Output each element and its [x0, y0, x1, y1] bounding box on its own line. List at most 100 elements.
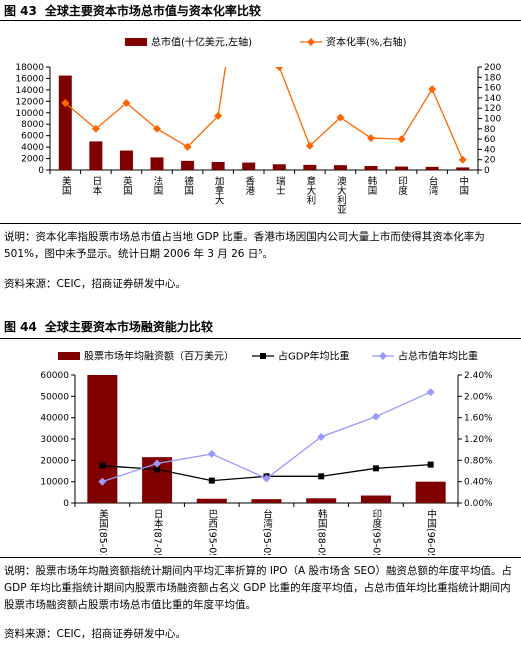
x-tick-label: 美国(85-01) [97, 508, 109, 555]
line [64, 67, 464, 160]
marker [371, 412, 380, 421]
y2-tick-label: 0.40% [464, 478, 493, 488]
bar [415, 481, 446, 503]
bar [395, 166, 409, 170]
legend-label: 总市值(十亿美元,左轴) [151, 36, 252, 49]
y-tick-label: 10000 [15, 109, 44, 119]
y2-tick-label: 20 [484, 156, 496, 166]
y2-tick-label: 180 [484, 73, 501, 83]
y-tick-label: 6000 [21, 132, 44, 142]
y2-tick-label: 200 [484, 63, 501, 73]
x-tick-label: 加拿大 [213, 176, 225, 205]
bar [272, 164, 286, 170]
marker [91, 124, 100, 133]
marker [317, 432, 326, 441]
line-series [98, 388, 435, 486]
x-tick-label: 日本(87-05) [152, 509, 164, 555]
x-tick-label: 日本 [90, 176, 102, 196]
x-tick-label: 中国 [457, 175, 469, 196]
bar [181, 160, 195, 170]
marker [154, 466, 161, 473]
chart: 0200040006000800010000120001400016000180… [15, 36, 501, 215]
x-tick-label: 意大利 [304, 175, 316, 204]
marker [318, 473, 325, 480]
y-tick-label: 20000 [40, 456, 69, 466]
marker [426, 388, 435, 397]
source: 资料来源：CEIC，招商证券研发中心。 [4, 278, 186, 290]
marker [305, 141, 314, 150]
bar [425, 166, 439, 170]
source: 资料来源：CEIC，招商证券研发中心。 [4, 628, 186, 640]
note: 说明：资本化率指股票市场总市值占当地 GDP 比重。香港市场因国内公司大量上市而… [4, 231, 485, 260]
marker [260, 353, 266, 359]
x-tick-label: 英国 [121, 175, 133, 196]
marker [262, 474, 271, 483]
marker [61, 99, 70, 108]
y2-tick-label: 120 [484, 104, 501, 114]
marker [122, 99, 131, 108]
bar [360, 495, 391, 503]
marker [427, 461, 434, 468]
marker [372, 465, 379, 472]
rule [0, 20, 521, 21]
line-series [61, 67, 467, 164]
marker [428, 85, 437, 94]
y-tick-label: 0 [63, 499, 69, 509]
y2-tick-label: 100 [484, 115, 501, 125]
y-tick-label: 0 [38, 166, 44, 176]
title: 全球主要资本市场融资能力比较 [44, 320, 213, 334]
x-tick-label: 瑞士 [274, 175, 286, 195]
marker [153, 459, 162, 468]
title: 全球主要资本市场总市值与资本化率比较 [44, 4, 261, 18]
y-tick-label: 16000 [15, 74, 44, 84]
chart: 0 10000 20000 30000 40000 50000 60000 0.00% 0.40… [40, 350, 493, 556]
y-tick-label: 40000 [40, 414, 69, 424]
x-tick-label: 香港 [243, 176, 255, 195]
y2-tick-label: 0.80% [464, 456, 493, 466]
x-tick-label: 美国 [60, 175, 72, 196]
y2-tick-label: 2.40% [464, 371, 493, 381]
marker [98, 477, 107, 486]
x-tick-label: 韩国(88-05) [316, 508, 328, 555]
rule [0, 338, 521, 339]
marker [99, 462, 106, 469]
marker [208, 477, 215, 484]
marker [379, 352, 387, 360]
bar [242, 162, 256, 170]
marker [397, 135, 406, 144]
x-tick-label: 印度(95-05) [370, 508, 382, 555]
x-tick-label: 韩国 [366, 175, 378, 196]
y2-tick-label: 1.20% [464, 435, 493, 445]
y-tick-label: 8000 [21, 120, 44, 130]
figure-label: 图 43 [4, 4, 37, 18]
y-tick-label: 14000 [15, 86, 44, 96]
figure-title: 图 44 全球主要资本市场融资能力比较 [4, 318, 221, 335]
marker [183, 142, 192, 151]
bar [89, 141, 103, 170]
x-tick-label: 法国 [152, 175, 164, 196]
legend-label: 占GDP年均比重 [278, 350, 349, 363]
y2-tick-label: 0.00% [464, 499, 493, 509]
bar [306, 498, 337, 503]
marker [207, 449, 216, 458]
legend-swatch [125, 38, 147, 46]
note: 说明：股票市场年均融资额指统计期间内平均汇率折算的 IPO（A 股市场含 SEO… [4, 565, 512, 611]
rule [0, 223, 521, 224]
bar [211, 161, 225, 170]
y-tick-label: 60000 [40, 371, 69, 381]
y2-tick-label: 2.00% [464, 392, 493, 402]
bar [303, 164, 317, 170]
marker [275, 67, 284, 71]
x-tick-label: 台湾(95-05) [261, 508, 273, 555]
marker [214, 111, 223, 120]
marker [153, 124, 161, 133]
bar [119, 150, 133, 170]
y2-tick-label: 140 [484, 94, 501, 104]
x-tick-label: 印度 [396, 175, 408, 196]
y-tick-label: 30000 [40, 435, 69, 445]
y2-tick-label: 40 [484, 145, 496, 155]
bar [251, 499, 282, 503]
figure-label: 图 44 [4, 320, 37, 334]
rule [0, 557, 521, 558]
